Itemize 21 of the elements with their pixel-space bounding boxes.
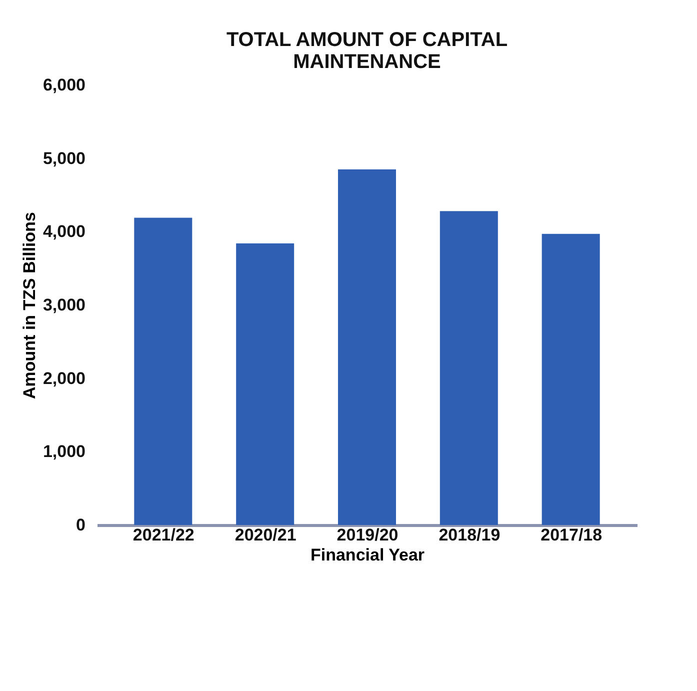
bar xyxy=(440,211,498,525)
y-tick-label: 4,000 xyxy=(42,222,86,242)
bar xyxy=(338,169,396,525)
text: TOTAL AMOUNT OF CAPITAL xyxy=(226,29,508,51)
x-tick-label: 2018/19 xyxy=(438,526,500,544)
y-tick-label: 3,000 xyxy=(42,296,86,314)
y-tick-label: 6,000 xyxy=(42,76,86,94)
bar xyxy=(236,243,294,525)
x-tick-label: 2021/22 xyxy=(132,526,194,544)
x-tick-label: 2019/20 xyxy=(336,526,398,544)
text: MAINTENANCE xyxy=(293,51,441,73)
y-axis-title: Amount in TZS Billions xyxy=(20,212,39,399)
bar xyxy=(542,234,600,525)
x-axis-title: Financial Year xyxy=(310,546,425,564)
x-tick-label: 2020/21 xyxy=(234,526,296,544)
x-tick-label: 2017/18 xyxy=(540,526,602,544)
y-tick-label: 2,000 xyxy=(42,368,86,388)
bar xyxy=(134,218,192,525)
y-tick-label: 1,000 xyxy=(42,442,86,462)
y-tick-label: 5,000 xyxy=(42,148,86,168)
y-tick-label: 0 xyxy=(76,516,86,534)
